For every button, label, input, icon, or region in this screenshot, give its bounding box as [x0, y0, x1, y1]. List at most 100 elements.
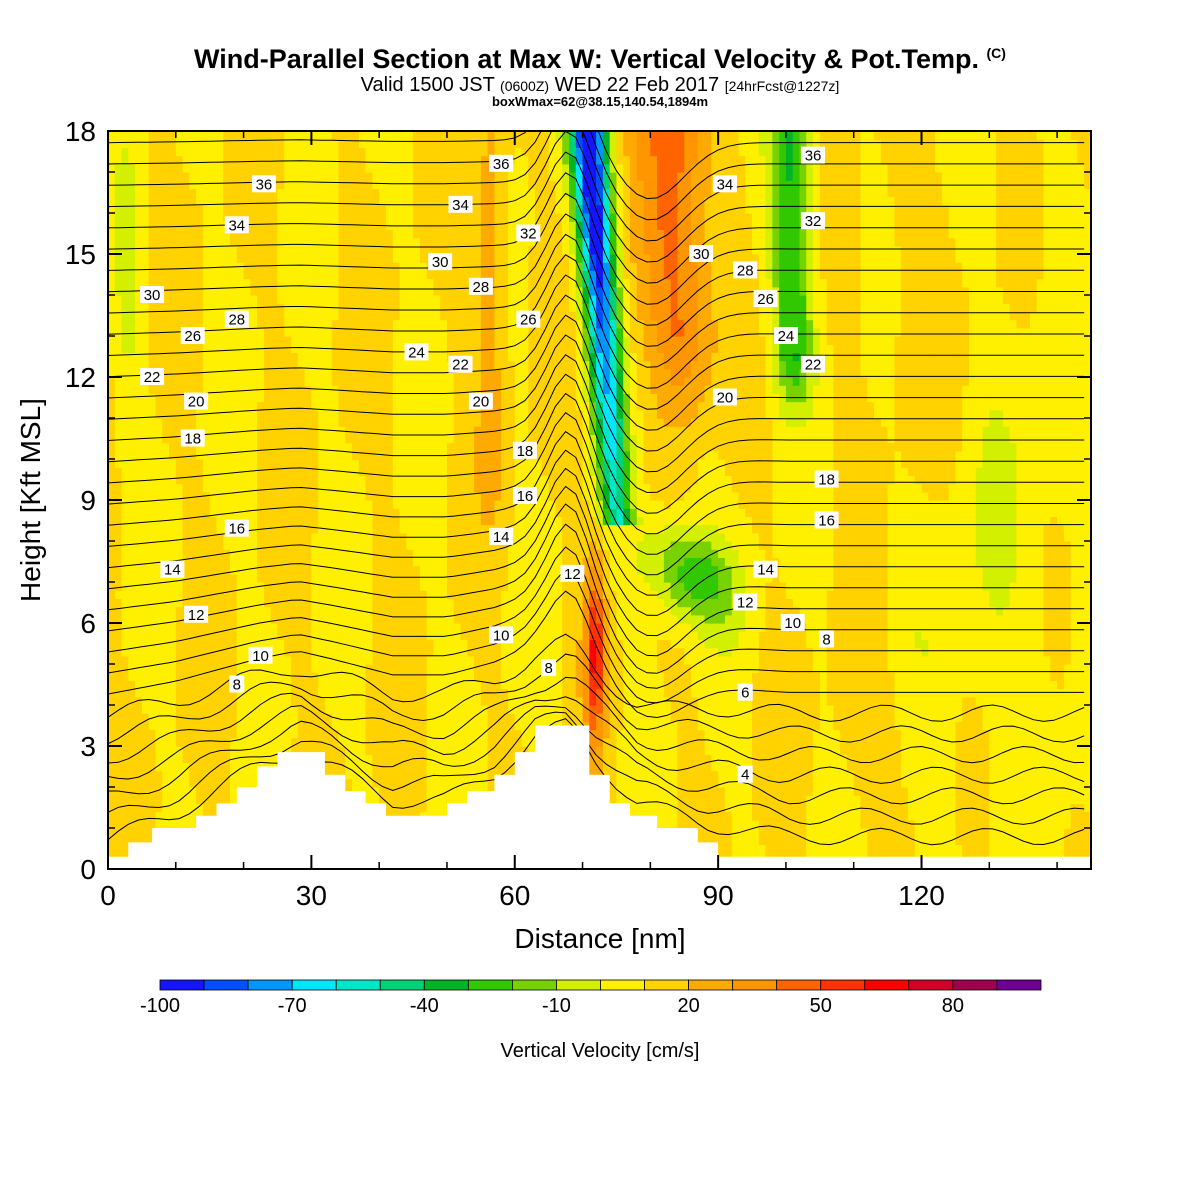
- contour-label-bg: [801, 146, 826, 164]
- y-tick-label: 12: [65, 362, 96, 393]
- theta-contour: [108, 373, 1085, 514]
- colorbar-tick-label: -10: [542, 995, 571, 1017]
- colorbar-tick-label: -70: [278, 995, 307, 1017]
- x-tick-label: 0: [100, 880, 116, 911]
- contour-label-bg: [160, 560, 185, 578]
- contour-label: 26: [184, 328, 201, 345]
- contour-label-bg: [801, 355, 826, 373]
- chart-subtitle: Valid 1500 JST (0600Z) WED 22 Feb 2017 […: [360, 74, 840, 96]
- theta-contour: [108, 131, 1085, 221]
- vertical-velocity-field: [108, 131, 1091, 869]
- contour-label: 12: [564, 566, 581, 583]
- theta-contour: [108, 254, 1085, 389]
- theta-contour: [108, 676, 1085, 764]
- contour-label-bg: [184, 605, 209, 623]
- contour-label: 16: [517, 488, 534, 505]
- theta-contour: [108, 412, 1085, 555]
- contour-label-bg: [689, 245, 714, 262]
- theta-contour: [108, 213, 1085, 347]
- colorbar-swatch: [247, 979, 293, 991]
- colorbar-swatch: [776, 979, 822, 991]
- contour-label-bg: [468, 392, 493, 410]
- contour-label: 28: [228, 312, 245, 329]
- theta-contour: [108, 192, 1085, 326]
- contour-label-bg: [489, 626, 514, 644]
- contour-label: 20: [717, 390, 734, 407]
- contour-label-bg: [516, 224, 541, 242]
- contour-label-bg: [712, 388, 737, 406]
- x-tick-label: 90: [703, 880, 734, 911]
- contour-label-bg: [229, 675, 245, 693]
- theta-contour: [108, 568, 1085, 704]
- contour-label-bg: [448, 195, 473, 213]
- colorbar-label: Vertical Velocity [cm/s]: [501, 1040, 700, 1062]
- colorbar-swatch: [864, 979, 910, 991]
- contour-label-bg: [712, 175, 737, 193]
- theta-contour: [108, 274, 1085, 410]
- contour-label: 28: [737, 262, 754, 279]
- colorbar-swatch: [159, 979, 205, 991]
- contour-label-bg: [428, 253, 453, 271]
- theta-contour: [108, 131, 1085, 263]
- theta-contour: [108, 354, 1085, 494]
- chart-title: Wind-Parallel Section at Max W: Vertical…: [194, 44, 1006, 74]
- contour-label: 8: [822, 631, 830, 648]
- contour-label: 8: [233, 677, 241, 694]
- x-tick-label: 30: [296, 880, 327, 911]
- contour-label-bg: [753, 560, 778, 578]
- contour-label-bg: [814, 470, 839, 488]
- contour-label-bg: [140, 368, 165, 385]
- contour-label: 12: [737, 595, 754, 612]
- contour-label: 28: [473, 279, 490, 296]
- contour-label-bg: [251, 175, 276, 193]
- colorbar-swatch: [291, 979, 337, 991]
- contour-label: 20: [473, 394, 490, 411]
- theta-contour: [108, 233, 1085, 368]
- contour-label: 26: [757, 291, 774, 308]
- contour-label: 18: [184, 431, 201, 448]
- contour-label-bg: [180, 327, 205, 344]
- contour-label: 6: [741, 685, 749, 702]
- colorbar-swatch: [379, 979, 425, 991]
- y-tick-label: 9: [80, 485, 96, 516]
- theta-contour: [108, 653, 1085, 745]
- theta-contour: [108, 334, 1085, 473]
- theta-contour: [108, 172, 1085, 305]
- contour-label-bg: [733, 593, 758, 611]
- contour-label-bg: [801, 212, 826, 230]
- contour-label: 10: [784, 615, 801, 632]
- contour-label-bg: [448, 355, 473, 373]
- theta-contour: [108, 392, 1085, 535]
- colorbar-swatch: [556, 979, 601, 991]
- contour-label-bg: [512, 441, 537, 459]
- contour-label: 16: [818, 513, 835, 530]
- y-tick-label: 18: [65, 116, 96, 147]
- colorbar-tick-label: 50: [810, 995, 832, 1017]
- colorbar-tick-label: 20: [677, 995, 699, 1017]
- contour-label: 22: [452, 357, 469, 374]
- contour-label-bg: [468, 277, 493, 295]
- contour-label-bg: [560, 564, 585, 582]
- colorbar-swatch: [644, 979, 689, 991]
- contour-label-bg: [224, 519, 249, 537]
- contour-label-bg: [184, 392, 209, 410]
- colorbar-swatch: [996, 979, 1042, 991]
- colorbar-swatch: [600, 979, 645, 991]
- contour-label: 26: [520, 312, 537, 329]
- theta-contour: [108, 503, 1085, 657]
- contour-label: 30: [693, 246, 710, 263]
- contour-label: 4: [741, 767, 749, 784]
- theta-contour: [108, 718, 1085, 846]
- contour-label-bg: [773, 327, 798, 344]
- terrain-profile: [108, 725, 1091, 869]
- contour-label: 32: [520, 226, 537, 243]
- theta-contour: [108, 467, 1085, 616]
- colorbar-tick-label: -100: [140, 995, 180, 1017]
- contour-label: 10: [493, 627, 510, 644]
- contour-label-bg: [753, 290, 778, 308]
- potential-temperature-contours: [108, 131, 1085, 846]
- colorbar-tick-label: -40: [410, 995, 439, 1017]
- colorbar-tick-label: 80: [942, 995, 964, 1017]
